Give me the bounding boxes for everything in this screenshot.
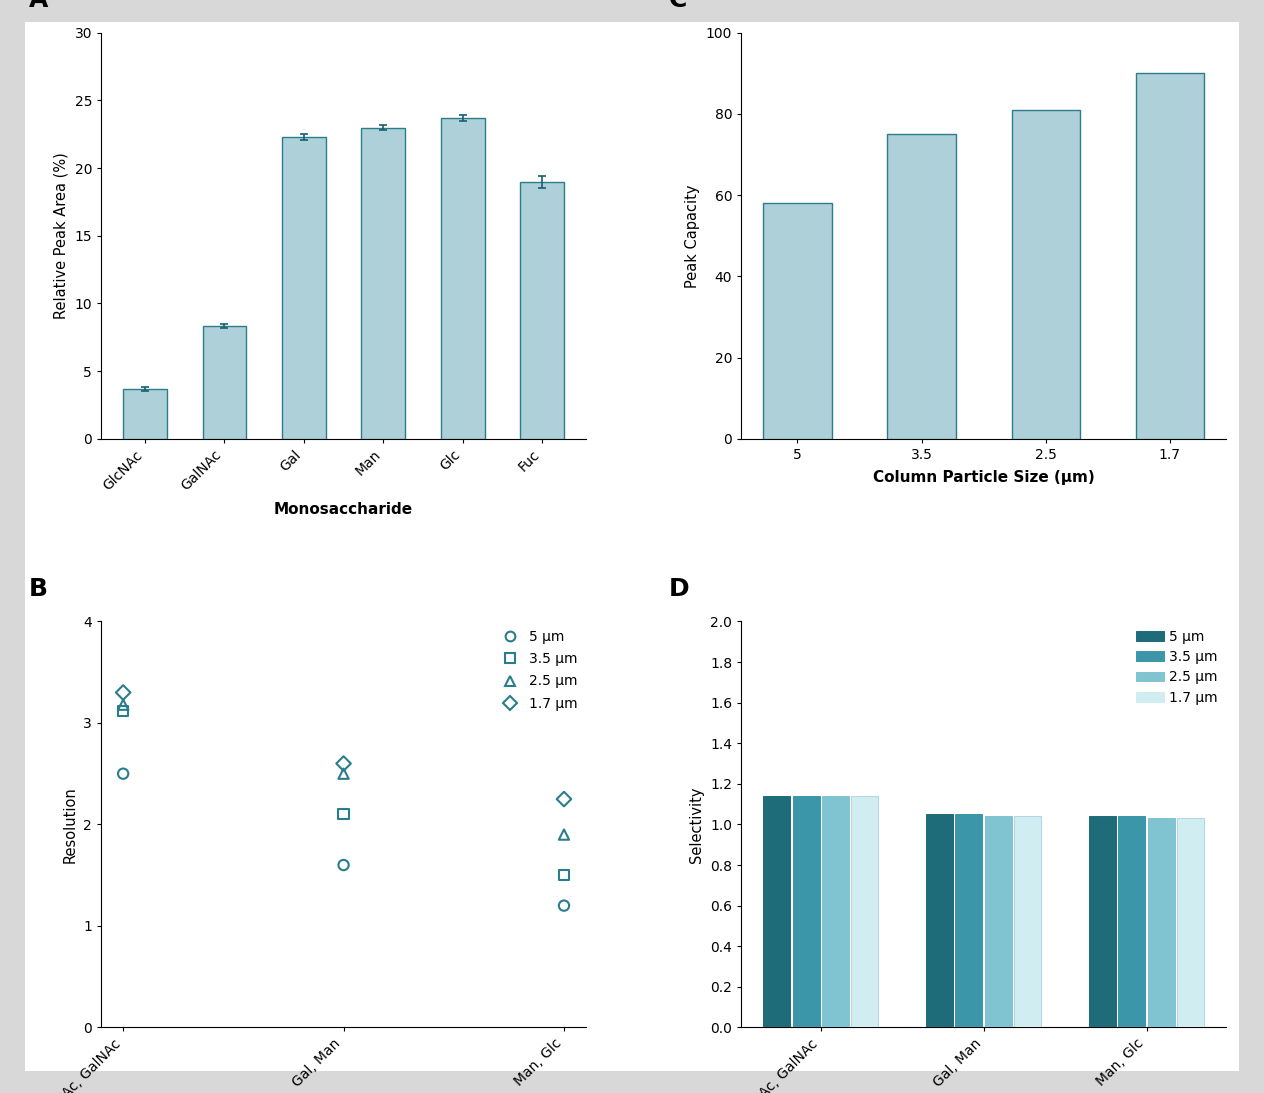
Point xyxy=(334,806,354,823)
Bar xyxy=(1011,110,1079,438)
Y-axis label: Relative Peak Area (%): Relative Peak Area (%) xyxy=(54,152,70,319)
Bar xyxy=(1177,819,1205,1027)
Bar xyxy=(927,814,953,1027)
Bar xyxy=(985,816,1011,1027)
Point xyxy=(334,765,354,783)
Bar xyxy=(763,796,790,1027)
Bar xyxy=(521,181,564,438)
Y-axis label: Resolution: Resolution xyxy=(63,786,77,862)
Bar xyxy=(1119,816,1145,1027)
Bar xyxy=(887,134,956,438)
Bar xyxy=(441,118,484,438)
Point xyxy=(334,755,354,773)
Text: A: A xyxy=(28,0,48,12)
X-axis label: Monosaccharide: Monosaccharide xyxy=(274,502,413,517)
Bar xyxy=(763,203,832,438)
Bar xyxy=(793,796,819,1027)
Bar xyxy=(851,796,878,1027)
Text: D: D xyxy=(669,577,689,601)
Bar xyxy=(362,128,406,438)
X-axis label: Column Particle Size (μm): Column Particle Size (μm) xyxy=(872,470,1095,485)
Point xyxy=(554,897,574,915)
Point xyxy=(112,684,133,702)
Bar xyxy=(1090,816,1116,1027)
Text: C: C xyxy=(669,0,686,12)
Point xyxy=(112,702,133,719)
Point xyxy=(554,790,574,808)
Text: B: B xyxy=(28,577,47,601)
Point xyxy=(334,856,354,873)
Y-axis label: Selectivity: Selectivity xyxy=(689,786,704,862)
Legend: 5 μm, 3.5 μm, 2.5 μm, 1.7 μm: 5 μm, 3.5 μm, 2.5 μm, 1.7 μm xyxy=(490,624,583,716)
Bar xyxy=(202,327,246,438)
Point xyxy=(112,696,133,714)
Bar xyxy=(956,814,982,1027)
Point xyxy=(554,867,574,884)
Point xyxy=(112,765,133,783)
Bar xyxy=(822,796,849,1027)
Bar xyxy=(1014,816,1042,1027)
Bar xyxy=(1136,73,1205,438)
Legend: 5 μm, 3.5 μm, 2.5 μm, 1.7 μm: 5 μm, 3.5 μm, 2.5 μm, 1.7 μm xyxy=(1130,624,1224,710)
Y-axis label: Peak Capacity: Peak Capacity xyxy=(685,184,700,287)
Bar xyxy=(1148,819,1174,1027)
Point xyxy=(554,826,574,844)
Bar xyxy=(123,389,167,438)
Bar xyxy=(282,137,326,438)
